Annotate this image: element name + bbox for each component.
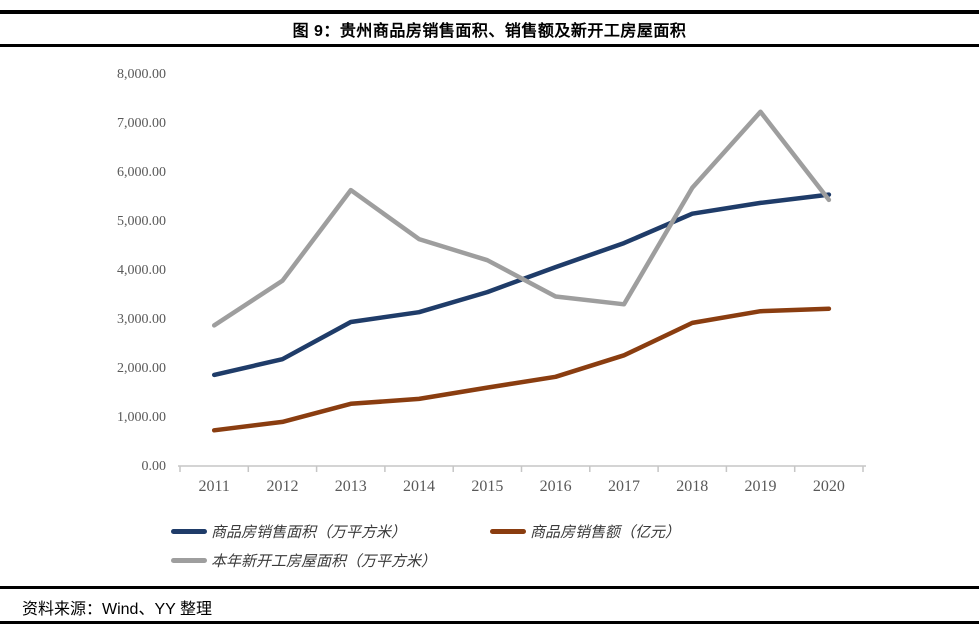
top-rule (0, 10, 979, 14)
source-top-rule (0, 586, 979, 589)
y-axis-tick-label: 7,000.00 (117, 116, 166, 131)
y-axis-tick-label: 1,000.00 (117, 410, 166, 425)
x-axis-year-label: 2011 (198, 478, 230, 495)
x-axis-year-label: 2020 (812, 478, 845, 495)
legend-line-swatch-red (490, 529, 526, 534)
x-axis-year-label: 2019 (744, 478, 777, 495)
x-axis-year-label: 2012 (266, 478, 299, 495)
legend-label-sales-amount: 商品房销售额（亿元） (530, 525, 681, 541)
bottom-rule (0, 621, 979, 624)
y-axis-tick-label: 3,000.00 (117, 312, 166, 327)
source-attribution: 资料来源：Wind、YY 整理 (22, 601, 212, 618)
y-axis-tick-label: 4,000.00 (117, 263, 166, 278)
legend-line-swatch-blue (171, 529, 207, 534)
legend-item-sales-amount: 商品房销售额（亿元） (490, 523, 681, 541)
legend-line-swatch-gray (171, 558, 207, 563)
legend-label-new-starts: 本年新开工房屋面积（万平方米） (211, 554, 437, 570)
x-axis-year-label: 2018 (676, 478, 709, 495)
x-axis-year-label: 2015 (471, 478, 504, 495)
y-axis-tick-label: 0.00 (141, 459, 167, 474)
y-axis-tick-label: 2,000.00 (117, 361, 166, 376)
x-axis-year-label: 2016 (539, 478, 572, 495)
x-axis-year-label: 2014 (403, 478, 436, 495)
legend-label-sales-area: 商品房销售面积（万平方米） (211, 525, 407, 541)
title-underline-rule (0, 44, 979, 47)
y-axis-tick-label: 6,000.00 (117, 165, 166, 180)
x-axis-year-label: 2017 (607, 478, 640, 495)
x-axis-year-label: 2013 (334, 478, 367, 495)
y-axis-tick-label: 5,000.00 (117, 214, 166, 229)
figure-title: 图 9：贵州商品房销售面积、销售额及新开工房屋面积 (292, 23, 687, 40)
y-axis-tick-label: 8,000.00 (117, 67, 166, 82)
legend-item-new-starts: 本年新开工房屋面积（万平方米） (171, 552, 437, 570)
legend-item-sales-area: 商品房销售面积（万平方米） (171, 523, 407, 541)
